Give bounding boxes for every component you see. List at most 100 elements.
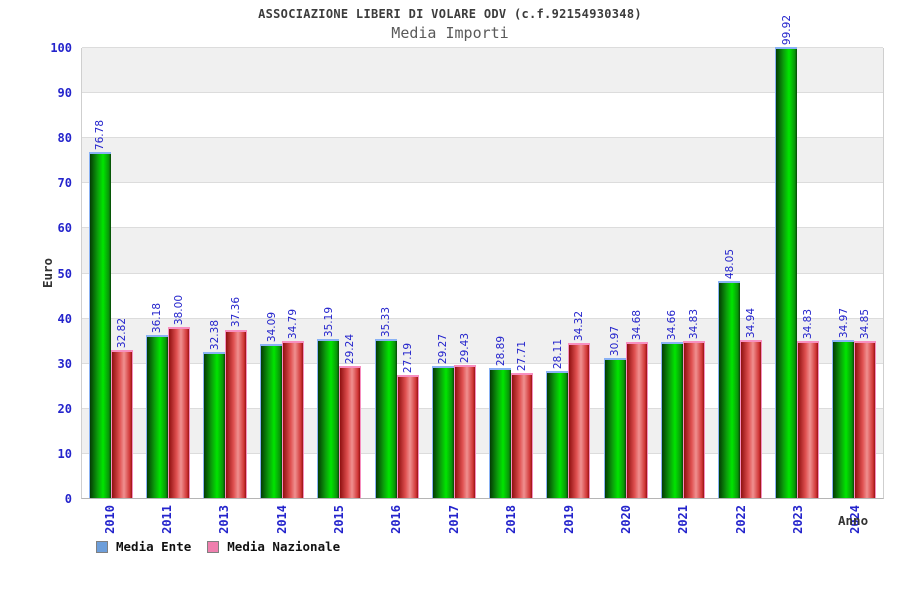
bar-media-nazionale-2016: 27.19 [396,343,419,498]
bar-media-nazionale-2011: 38.00 [167,295,190,498]
y-tick-label: 0 [64,492,72,506]
x-tick-label: 2010 [102,505,117,534]
value-label: 35.19 [322,307,335,338]
bar-group-2011: 36.18 38.00 [139,49,196,498]
value-label: 34.32 [573,311,586,342]
x-tick-label: 2016 [389,505,404,534]
x-tick-2023: 2023 [769,505,826,534]
x-tick-label: 2020 [618,505,633,534]
value-label: 34.09 [265,312,278,343]
value-label: 28.89 [494,335,507,366]
value-label: 34.79 [287,309,300,340]
bar-media-ente-2010: 76.78 [88,120,111,498]
legend-label-media-nazionale: Media Nazionale [227,539,341,554]
legend: Media Ente Media Nazionale [96,539,340,554]
value-label: 35.33 [380,306,393,337]
bar-media-ente-2016: 35.33 [374,307,397,498]
bar-media-ente-2017: 29.27 [431,334,454,498]
x-tick-2014: 2014 [253,505,310,534]
x-tick-2021: 2021 [655,505,712,534]
bar-group-2022: 48.05 34.94 [711,49,768,498]
gridline [82,272,883,274]
legend-swatch-media-nazionale [207,540,220,553]
value-label: 30.97 [609,326,622,357]
bar-media-ente-2013: 32.38 [203,320,226,498]
bar-group-2019: 28.11 34.32 [540,49,597,498]
bar-media-ente-2018: 28.89 [489,336,512,498]
y-tick-label: 50 [57,266,72,281]
legend-label-media-ente: Media Ente [116,539,192,554]
y-tick-label: 30 [57,356,72,371]
bar-group-2023: 99.92 34.83 [769,15,826,498]
gridline [82,452,883,454]
bar-media-ente-2021: 34.66 [660,310,683,498]
bar-media-ente-2019: 28.11 [546,339,569,498]
bar-media-ente-2022: 48.05 [718,249,741,498]
gridline [82,182,883,184]
bar-media-ente-2024: 34.97 [832,308,855,498]
x-tick-label: 2017 [446,505,461,534]
x-axis-ticks: 2010 2011 2013 2014 2015 2016 2017 2018 2019 2020… [81,505,884,534]
bar-group-2015: 35.19 29.24 [311,49,368,498]
value-label: 29.27 [437,333,450,364]
plot-band [82,47,883,93]
value-label: 37.36 [230,297,243,328]
x-tick-2011: 2011 [138,505,195,534]
bar-group-2018: 28.89 27.71 [483,49,540,498]
value-label: 38.00 [172,294,185,325]
value-label: 48.05 [723,249,736,280]
value-label: 27.71 [516,340,529,372]
x-axis-title: Anno [838,513,869,528]
value-label: 99.92 [780,15,793,46]
x-tick-2010: 2010 [81,505,138,534]
x-tick-label: 2013 [217,505,232,534]
y-tick-label: 60 [57,221,72,236]
x-tick-label: 2019 [561,505,576,534]
chart-subtitle: Media Importi [391,24,509,42]
bars-layer: 76.78 32.82 36.18 38.00 32.38 37.36 34.09 34.79… [82,15,883,498]
value-label: 29.24 [344,334,357,365]
bar-media-nazionale-2010: 32.82 [110,318,133,498]
value-label: 34.68 [630,309,643,340]
x-tick-2016: 2016 [368,505,425,534]
gridline [82,227,883,229]
bar-media-nazionale-2021: 34.83 [682,309,705,498]
bar-media-nazionale-2013: 37.36 [225,297,248,498]
gridline [82,407,883,409]
bar-group-2024: 34.97 34.85 [826,49,883,498]
bar-media-ente-2014: 34.09 [260,312,283,498]
x-tick-label: 2021 [676,505,691,534]
bar-media-nazionale-2019: 34.32 [568,311,591,498]
bar-group-2020: 30.97 34.68 [597,49,654,498]
y-tick-label: 70 [57,176,72,191]
plot-band [82,92,883,138]
x-tick-label: 2023 [790,505,805,534]
value-label: 27.19 [401,343,414,374]
y-tick-label: 40 [57,311,72,326]
gridline [82,92,883,94]
plot-band [82,227,883,273]
bar-media-nazionale-2014: 34.79 [282,309,305,498]
x-tick-2013: 2013 [196,505,253,534]
bar-media-nazionale-2023: 34.83 [797,309,820,498]
bar-group-2021: 34.66 34.83 [654,49,711,498]
x-tick-label: 2015 [332,505,347,534]
value-label: 34.85 [859,308,872,339]
y-tick-label: 80 [57,131,72,146]
x-tick-label: 2014 [274,505,289,534]
y-tick-label: 20 [57,401,72,416]
bar-group-2016: 35.33 27.19 [368,49,425,498]
plot-area: 76.78 32.82 36.18 38.00 32.38 37.36 34.09 34.79… [81,15,884,499]
y-tick-label: 10 [57,446,72,461]
bar-group-2010: 76.78 32.82 [82,49,139,498]
bar-media-ente-2011: 36.18 [145,303,168,498]
x-tick-2022: 2022 [712,505,769,534]
value-label: 34.83 [687,308,700,339]
value-label: 34.66 [666,309,679,340]
plot-band [82,182,883,228]
x-tick-2018: 2018 [483,505,540,534]
x-tick-2015: 2015 [310,505,367,534]
bar-media-nazionale-2018: 27.71 [511,341,534,498]
x-tick-label: 2022 [733,505,748,534]
bar-group-2017: 29.27 29.43 [425,49,482,498]
